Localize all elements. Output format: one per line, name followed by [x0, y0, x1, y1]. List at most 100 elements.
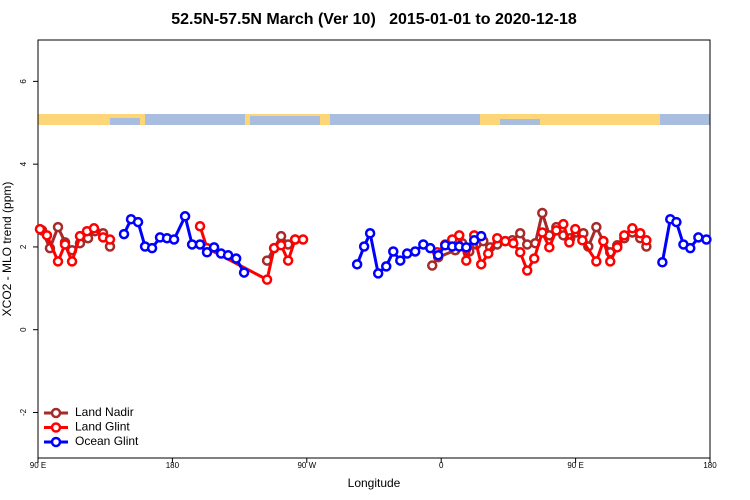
point — [537, 207, 548, 219]
point — [388, 246, 399, 257]
legend-marker — [50, 422, 62, 433]
point — [297, 234, 309, 245]
point — [52, 221, 64, 233]
point — [461, 255, 472, 266]
point — [577, 235, 588, 246]
y-tick-label: -2 — [19, 408, 28, 416]
point — [482, 248, 494, 259]
point — [461, 242, 472, 253]
x-tick-label: 180 — [703, 461, 717, 470]
x-tick-label: 90 E — [30, 461, 46, 470]
point — [275, 240, 287, 251]
ocean-patch — [660, 114, 710, 125]
point — [409, 246, 421, 257]
point — [364, 228, 376, 239]
x-tick-label: 0 — [439, 461, 444, 470]
point — [275, 230, 287, 242]
point — [604, 256, 616, 267]
point — [528, 253, 540, 264]
point — [558, 218, 569, 230]
point — [544, 242, 555, 253]
point — [146, 242, 158, 254]
x-tick-label: 90 W — [297, 461, 316, 470]
point — [238, 267, 250, 278]
point — [132, 216, 144, 228]
legend-marker — [50, 407, 62, 419]
legend-marker — [50, 436, 62, 448]
point — [194, 220, 206, 232]
point — [201, 247, 213, 258]
point — [282, 255, 294, 266]
point — [619, 230, 630, 241]
point — [104, 234, 116, 245]
point — [74, 230, 86, 242]
point — [59, 239, 71, 250]
point — [693, 232, 704, 243]
point — [500, 235, 511, 247]
ocean-patch — [110, 118, 140, 125]
point — [537, 227, 548, 238]
point — [380, 261, 392, 272]
point — [641, 235, 652, 246]
ocean-patch — [250, 116, 320, 125]
point — [358, 241, 370, 252]
point — [521, 265, 533, 276]
x-tick-label: 90 E — [567, 461, 583, 470]
point — [508, 237, 519, 249]
point — [88, 223, 100, 234]
point — [118, 228, 130, 240]
point — [194, 239, 206, 250]
point — [66, 256, 78, 267]
point — [222, 249, 234, 261]
point — [41, 230, 53, 241]
point — [514, 247, 526, 258]
point — [230, 253, 242, 264]
chart-title: 52.5N-57.5N March (Ver 10) 2015-01-01 to… — [171, 11, 577, 28]
point — [570, 223, 581, 235]
point — [591, 221, 602, 233]
point — [598, 235, 609, 247]
ocean-patch — [330, 114, 480, 125]
point — [179, 211, 191, 222]
point — [52, 256, 64, 267]
map-strip — [38, 114, 710, 125]
point — [514, 228, 526, 239]
point — [401, 248, 413, 259]
point — [475, 230, 487, 242]
point — [685, 242, 696, 254]
y-axis-label: XCO2 - MLO trend (ppm) — [0, 182, 14, 317]
point — [34, 223, 46, 235]
legend-label: Ocean Glint — [75, 434, 139, 448]
point — [671, 216, 682, 228]
point — [432, 249, 444, 261]
point — [521, 239, 533, 250]
y-tick-label: 4 — [19, 161, 28, 166]
point — [168, 234, 180, 245]
point — [635, 228, 646, 239]
point — [261, 274, 273, 285]
point — [591, 256, 602, 267]
ocean-patch — [500, 119, 540, 125]
plot-frame — [37, 39, 711, 459]
ocean-patch — [145, 114, 245, 125]
point — [372, 268, 384, 279]
point — [627, 223, 638, 234]
x-tick-label: 180 — [166, 461, 180, 470]
point — [395, 255, 406, 266]
point — [425, 242, 436, 254]
point — [351, 259, 363, 270]
point — [208, 242, 220, 253]
point — [701, 234, 712, 245]
y-tick-label: 2 — [19, 244, 28, 249]
point — [491, 232, 503, 244]
legend-label: Land Nadir — [75, 405, 134, 419]
point — [475, 259, 487, 270]
y-tick-label: 0 — [19, 327, 28, 332]
legend-label: Land Glint — [75, 420, 130, 434]
point — [564, 237, 575, 248]
point — [454, 230, 465, 241]
y-tick-label: 6 — [19, 79, 28, 84]
